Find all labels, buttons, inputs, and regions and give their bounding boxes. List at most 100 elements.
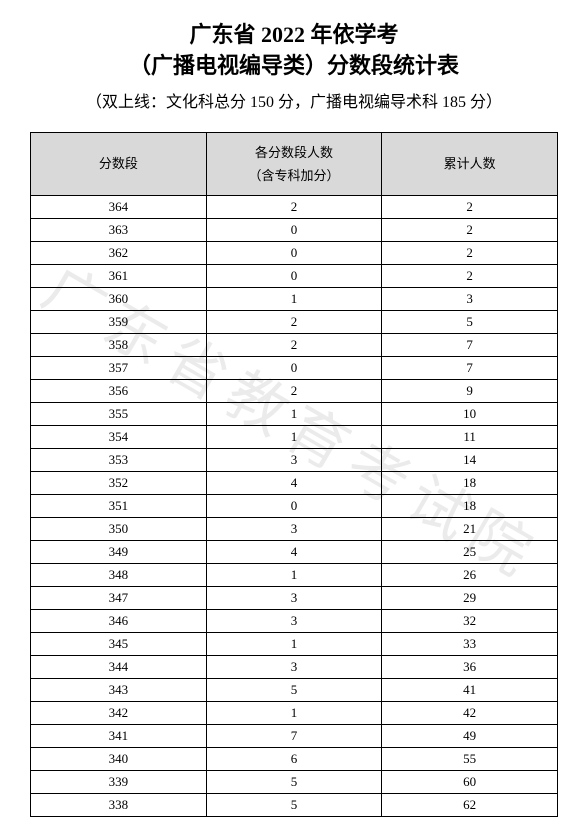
table-body: 3642236302362023610236013359253582735707… (31, 196, 558, 817)
cell-count: 5 (206, 794, 382, 817)
table-row: 339560 (31, 771, 558, 794)
cell-cumulative: 10 (382, 403, 558, 426)
cell-score: 348 (31, 564, 207, 587)
cell-count: 1 (206, 633, 382, 656)
cell-score: 361 (31, 265, 207, 288)
page-subtitle: （双上线：文化科总分 150 分，广播电视编导术科 185 分） (30, 88, 558, 112)
cell-score: 340 (31, 748, 207, 771)
cell-cumulative: 62 (382, 794, 558, 817)
score-table: 分数段 各分数段人数 （含专科加分） 累计人数 3642236302362023… (30, 132, 558, 818)
cell-score: 347 (31, 587, 207, 610)
table-row: 354111 (31, 426, 558, 449)
cell-count: 3 (206, 587, 382, 610)
table-row: 355110 (31, 403, 558, 426)
cell-count: 0 (206, 242, 382, 265)
cell-score: 343 (31, 679, 207, 702)
cell-cumulative: 2 (382, 265, 558, 288)
cell-cumulative: 32 (382, 610, 558, 633)
cell-cumulative: 14 (382, 449, 558, 472)
table-row: 36102 (31, 265, 558, 288)
table-row: 350321 (31, 518, 558, 541)
table-row: 35629 (31, 380, 558, 403)
cell-score: 364 (31, 196, 207, 219)
cell-count: 2 (206, 334, 382, 357)
cell-cumulative: 2 (382, 219, 558, 242)
table-row: 36202 (31, 242, 558, 265)
table-row: 348126 (31, 564, 558, 587)
cell-cumulative: 7 (382, 357, 558, 380)
cell-score: 357 (31, 357, 207, 380)
table-row: 338562 (31, 794, 558, 817)
cell-count: 2 (206, 196, 382, 219)
table-row: 35827 (31, 334, 558, 357)
cell-score: 350 (31, 518, 207, 541)
cell-score: 354 (31, 426, 207, 449)
cell-cumulative: 18 (382, 472, 558, 495)
cell-cumulative: 11 (382, 426, 558, 449)
cell-count: 0 (206, 219, 382, 242)
cell-cumulative: 21 (382, 518, 558, 541)
cell-count: 0 (206, 357, 382, 380)
cell-cumulative: 7 (382, 334, 558, 357)
cell-score: 363 (31, 219, 207, 242)
page-title: 广东省 2022 年依学考 （广播电视编导类）分数段统计表 (30, 20, 558, 82)
table-row: 349425 (31, 541, 558, 564)
cell-cumulative: 33 (382, 633, 558, 656)
cell-score: 358 (31, 334, 207, 357)
col-header-cumulative: 累计人数 (382, 132, 558, 196)
table-row: 344336 (31, 656, 558, 679)
col-header-score-range: 分数段 (31, 132, 207, 196)
cell-score: 359 (31, 311, 207, 334)
cell-count: 4 (206, 541, 382, 564)
cell-cumulative: 25 (382, 541, 558, 564)
table-row: 343541 (31, 679, 558, 702)
cell-cumulative: 2 (382, 242, 558, 265)
cell-count: 1 (206, 564, 382, 587)
cell-cumulative: 41 (382, 679, 558, 702)
cell-score: 353 (31, 449, 207, 472)
cell-count: 1 (206, 288, 382, 311)
cell-score: 356 (31, 380, 207, 403)
title-line-1: 广东省 2022 年依学考 (189, 22, 398, 47)
cell-count: 3 (206, 656, 382, 679)
cell-count: 0 (206, 265, 382, 288)
cell-count: 5 (206, 771, 382, 794)
cell-score: 355 (31, 403, 207, 426)
table-row: 36422 (31, 196, 558, 219)
cell-cumulative: 26 (382, 564, 558, 587)
cell-score: 338 (31, 794, 207, 817)
cell-score: 362 (31, 242, 207, 265)
table-row: 36302 (31, 219, 558, 242)
cell-cumulative: 9 (382, 380, 558, 403)
cell-score: 349 (31, 541, 207, 564)
col-header-count-line1: 各分数段人数 (255, 145, 333, 160)
cell-count: 3 (206, 610, 382, 633)
cell-count: 2 (206, 311, 382, 334)
table-header-row: 分数段 各分数段人数 （含专科加分） 累计人数 (31, 132, 558, 196)
table-row: 345133 (31, 633, 558, 656)
cell-cumulative: 5 (382, 311, 558, 334)
cell-cumulative: 60 (382, 771, 558, 794)
table-row: 342142 (31, 702, 558, 725)
table-row: 35707 (31, 357, 558, 380)
cell-count: 3 (206, 449, 382, 472)
cell-cumulative: 36 (382, 656, 558, 679)
cell-count: 1 (206, 426, 382, 449)
col-header-count: 各分数段人数 （含专科加分） (206, 132, 382, 196)
cell-cumulative: 49 (382, 725, 558, 748)
cell-count: 1 (206, 403, 382, 426)
cell-score: 360 (31, 288, 207, 311)
cell-score: 351 (31, 495, 207, 518)
cell-score: 339 (31, 771, 207, 794)
cell-count: 0 (206, 495, 382, 518)
table-row: 36013 (31, 288, 558, 311)
cell-score: 345 (31, 633, 207, 656)
cell-score: 352 (31, 472, 207, 495)
cell-cumulative: 18 (382, 495, 558, 518)
cell-count: 5 (206, 679, 382, 702)
cell-score: 344 (31, 656, 207, 679)
table-row: 347329 (31, 587, 558, 610)
table-row: 341749 (31, 725, 558, 748)
cell-cumulative: 29 (382, 587, 558, 610)
cell-cumulative: 42 (382, 702, 558, 725)
